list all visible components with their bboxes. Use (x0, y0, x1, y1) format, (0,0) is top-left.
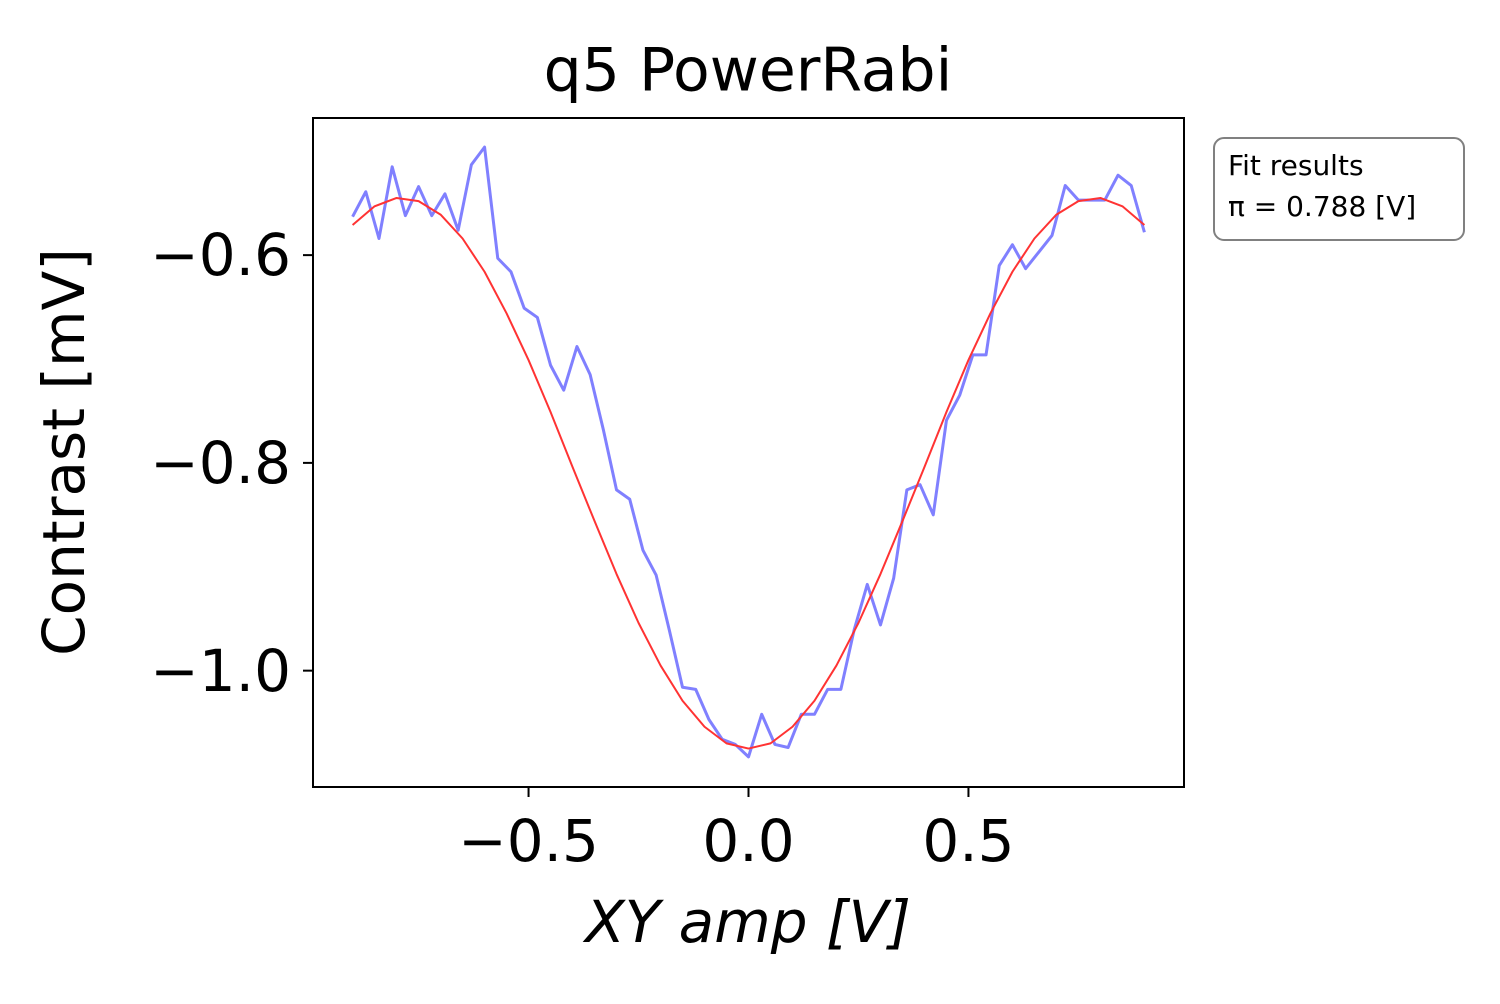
x-axis-label: XY amp [V] (582, 888, 911, 956)
series-line (351, 145, 1146, 759)
annotation-text: Fit results (1228, 149, 1364, 182)
x-tick-label: −0.5 (458, 807, 599, 875)
y-tick-label: −1.0 (150, 637, 291, 705)
y-axis-label: Contrast [mV] (30, 248, 98, 656)
x-tick-label: 0.5 (922, 807, 1014, 875)
x-tick-label: 0.0 (702, 807, 794, 875)
annotation-box (1213, 137, 1465, 241)
y-tick-label: −0.8 (150, 429, 291, 497)
y-tick-label: −0.6 (150, 221, 291, 289)
series-line (351, 196, 1146, 750)
annotation-text: π = 0.788 [V] (1228, 190, 1416, 223)
chart-title: q5 PowerRabi (544, 36, 953, 106)
plot-frame (312, 117, 1185, 788)
